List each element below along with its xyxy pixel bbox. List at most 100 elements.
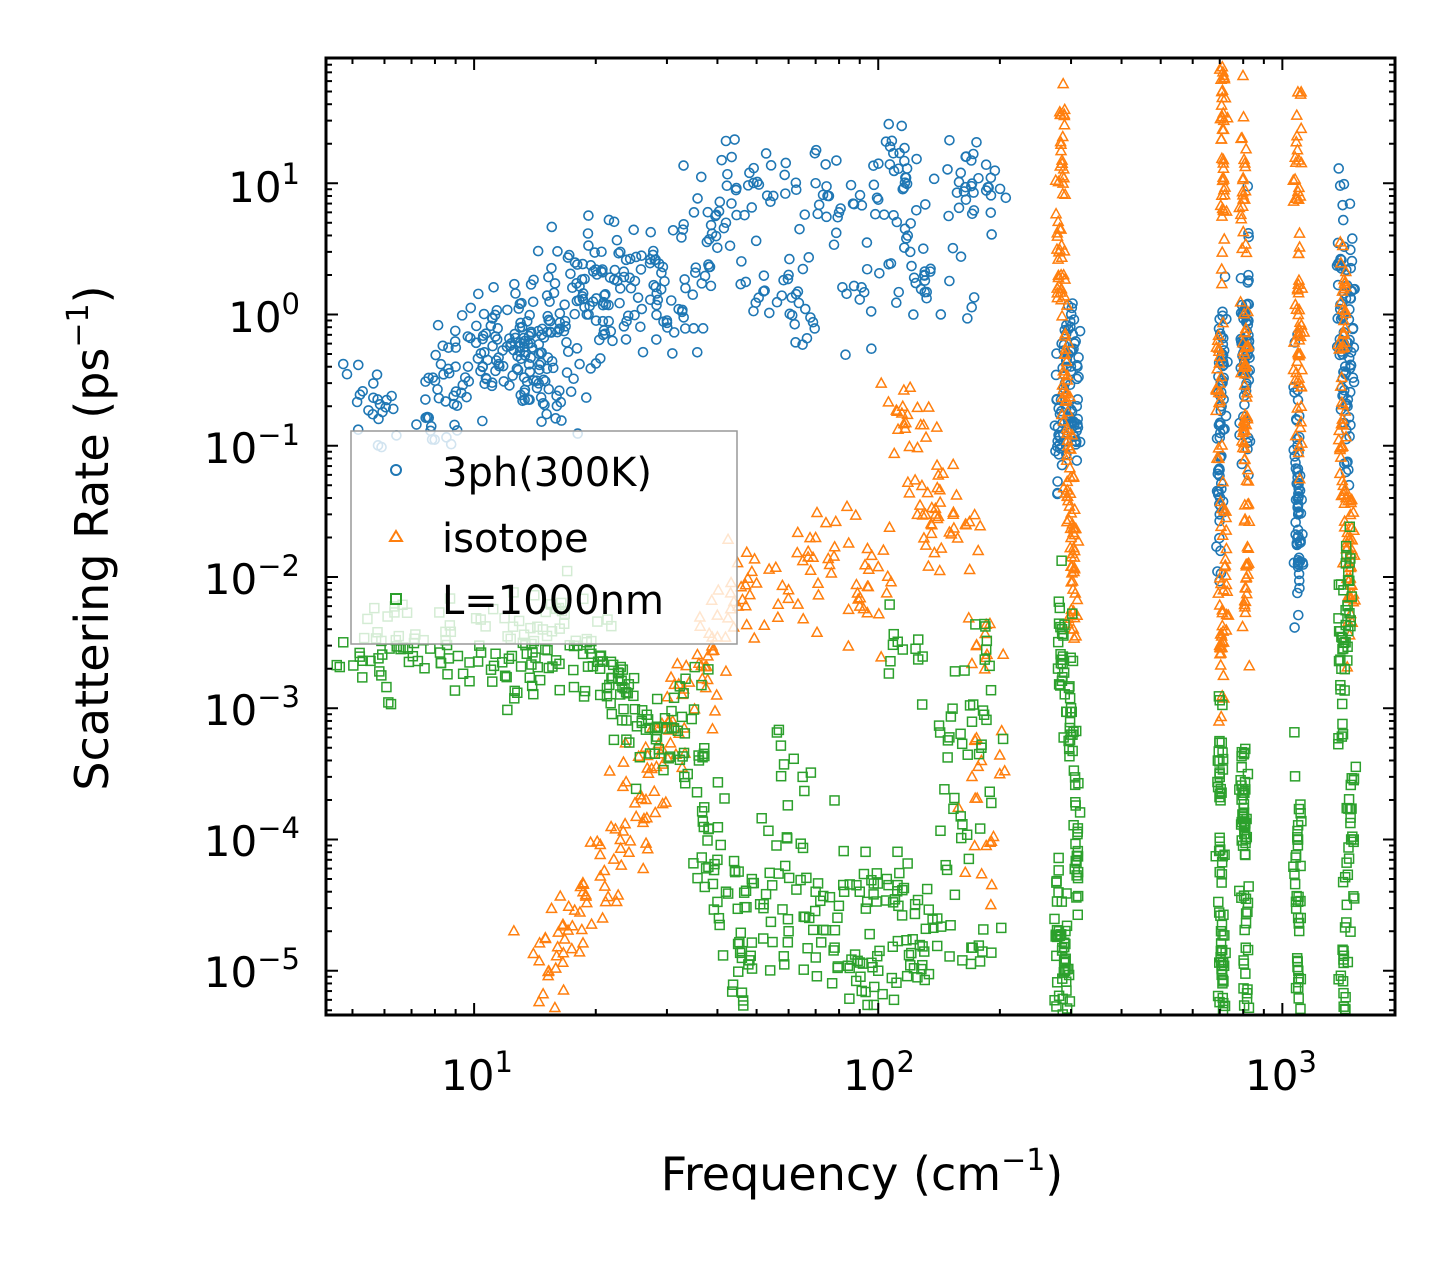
phonon-3ph-point bbox=[488, 281, 499, 293]
isotope-point bbox=[1055, 153, 1069, 165]
phonon-3ph-point bbox=[380, 402, 392, 413]
phonon-3ph-point bbox=[1347, 372, 1359, 384]
isotope-point bbox=[1064, 575, 1078, 587]
boundary-point bbox=[1289, 868, 1300, 880]
phonon-3ph-point bbox=[1347, 233, 1358, 244]
phonon-3ph-point bbox=[637, 346, 649, 358]
phonon-3ph-point bbox=[509, 278, 520, 290]
boundary-point bbox=[653, 744, 665, 755]
boundary-point bbox=[862, 999, 873, 1011]
isotope-point bbox=[585, 917, 598, 929]
isotope-point bbox=[1289, 297, 1302, 310]
isotope-point bbox=[922, 559, 935, 571]
isotope-point bbox=[1213, 394, 1227, 406]
isotope-point bbox=[656, 757, 669, 769]
boundary-point bbox=[703, 664, 714, 675]
isotope-point bbox=[1291, 143, 1304, 155]
boundary-point bbox=[334, 661, 346, 673]
boundary-point bbox=[649, 722, 661, 734]
boundary-point bbox=[902, 858, 913, 869]
isotope-point bbox=[1219, 510, 1233, 523]
boundary-point bbox=[1049, 913, 1060, 925]
boundary-point bbox=[733, 966, 744, 977]
isotope-point bbox=[861, 541, 874, 554]
phonon-3ph-point bbox=[884, 159, 896, 170]
boundary-point bbox=[1340, 619, 1351, 631]
phonon-3ph-point bbox=[450, 361, 461, 373]
boundary-point bbox=[1291, 953, 1303, 964]
boundary-point bbox=[760, 888, 772, 900]
isotope-point bbox=[1215, 277, 1229, 289]
boundary-point bbox=[1240, 784, 1251, 795]
boundary-point bbox=[961, 829, 973, 840]
phonon-3ph-point bbox=[512, 364, 524, 376]
isotope-point bbox=[641, 842, 655, 854]
boundary-point bbox=[708, 864, 720, 876]
phonon-3ph-point bbox=[659, 275, 670, 287]
phonon-3ph-point bbox=[559, 299, 570, 310]
boundary-point bbox=[579, 685, 591, 697]
isotope-point bbox=[628, 796, 642, 808]
phonon-3ph-point bbox=[765, 196, 776, 208]
boundary-point bbox=[1292, 834, 1303, 845]
boundary-point bbox=[919, 946, 930, 957]
boundary-point bbox=[942, 735, 954, 746]
isotope-point bbox=[883, 520, 896, 532]
boundary-point bbox=[799, 911, 811, 923]
isotope-point bbox=[1234, 366, 1248, 378]
boundary-point bbox=[728, 855, 740, 867]
phonon-3ph-point bbox=[872, 194, 884, 205]
isotope-point bbox=[1238, 192, 1252, 204]
phonon-3ph-point bbox=[568, 373, 579, 385]
isotope-point bbox=[1067, 622, 1080, 634]
phonon-3ph-point bbox=[1289, 622, 1300, 633]
isotope-point bbox=[1290, 129, 1304, 141]
boundary-point bbox=[764, 965, 776, 976]
phonon-3ph-point bbox=[561, 367, 573, 378]
boundary-point bbox=[1345, 779, 1357, 791]
boundary-point bbox=[957, 955, 968, 966]
boundary-point bbox=[601, 682, 613, 694]
isotope-point bbox=[908, 473, 922, 485]
boundary-point bbox=[765, 916, 777, 928]
phonon-3ph-point bbox=[574, 358, 585, 370]
phonon-3ph-point bbox=[687, 289, 699, 301]
phonon-3ph-point bbox=[731, 182, 742, 194]
isotope-point bbox=[584, 835, 597, 847]
phonon-3ph-point bbox=[704, 261, 716, 273]
boundary-point bbox=[833, 900, 845, 912]
phonon-3ph-point bbox=[904, 246, 916, 258]
phonon-3ph-point bbox=[902, 230, 914, 241]
phonon-3ph-point bbox=[784, 253, 795, 265]
boundary-point bbox=[893, 900, 904, 912]
phonon-3ph-point bbox=[1337, 199, 1348, 211]
isotope-point bbox=[984, 898, 998, 910]
boundary-point bbox=[1293, 925, 1305, 937]
isotope-point bbox=[637, 812, 651, 824]
phonon-3ph-point bbox=[1051, 393, 1063, 405]
boundary-point bbox=[1337, 728, 1349, 740]
isotope-point bbox=[532, 954, 546, 966]
legend-box bbox=[350, 430, 738, 645]
phonon-3ph-point bbox=[986, 229, 997, 240]
isotope-point bbox=[1216, 106, 1230, 118]
isotope-point bbox=[1239, 605, 1252, 618]
boundary-point bbox=[986, 797, 997, 809]
boundary-point bbox=[860, 846, 871, 858]
phonon-3ph-point bbox=[435, 358, 447, 370]
phonon-3ph-point bbox=[373, 413, 384, 425]
isotope-point bbox=[850, 578, 863, 590]
boundary-point bbox=[788, 753, 799, 765]
boundary-point bbox=[795, 874, 806, 886]
phonon-3ph-point bbox=[718, 222, 730, 234]
boundary-point bbox=[866, 874, 877, 886]
boundary-point bbox=[407, 650, 419, 662]
isotope-point bbox=[932, 468, 945, 480]
isotope-point bbox=[576, 936, 590, 948]
phonon-3ph-point bbox=[817, 189, 829, 201]
isotope-point bbox=[1334, 256, 1348, 268]
boundary-point bbox=[1069, 772, 1081, 783]
phonon-3ph-point bbox=[337, 358, 349, 370]
phonon-3ph-point bbox=[371, 369, 383, 380]
phonon-3ph-point bbox=[1073, 371, 1084, 383]
